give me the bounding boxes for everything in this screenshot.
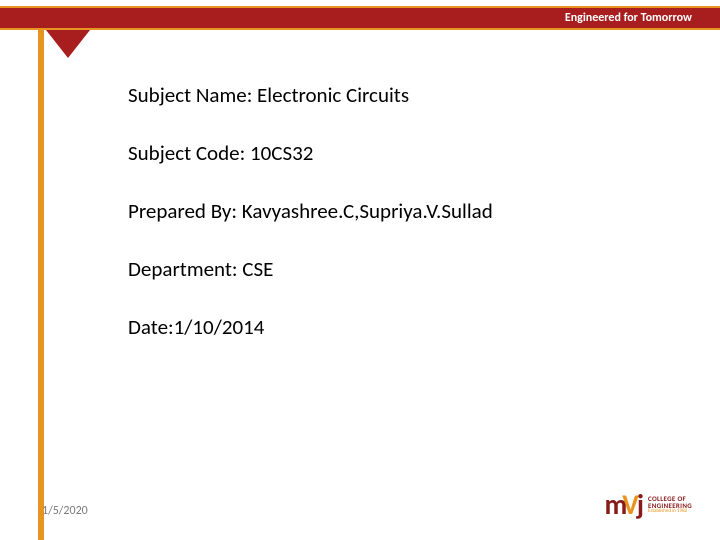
footer-date: 1/5/2020 — [42, 504, 88, 518]
slide-content: Subject Name: Electronic Circuits Subjec… — [128, 82, 680, 372]
subject-code-line: Subject Code: 10CS32 — [128, 140, 680, 166]
logo-text-established: Established in 1982 — [648, 509, 692, 514]
date-line: Date:1/10/2014 — [128, 314, 680, 340]
banner-notch-decoration — [46, 30, 90, 58]
logo-letter-j: j — [637, 487, 644, 522]
top-banner: Engineered for Tomorrow — [0, 6, 720, 30]
banner-tagline: Engineered for Tomorrow — [565, 11, 692, 25]
logo-text-block: COLLEGE OF ENGINEERING Established in 19… — [648, 495, 692, 514]
prepared-by-line: Prepared By: Kavyashree.C,Supriya.V.Sull… — [128, 198, 680, 224]
mvj-logo: m V j COLLEGE OF ENGINEERING Established… — [605, 487, 692, 522]
department-line: Department: CSE — [128, 256, 680, 282]
subject-name-line: Subject Name: Electronic Circuits — [128, 82, 680, 108]
left-border-decoration — [38, 30, 44, 540]
